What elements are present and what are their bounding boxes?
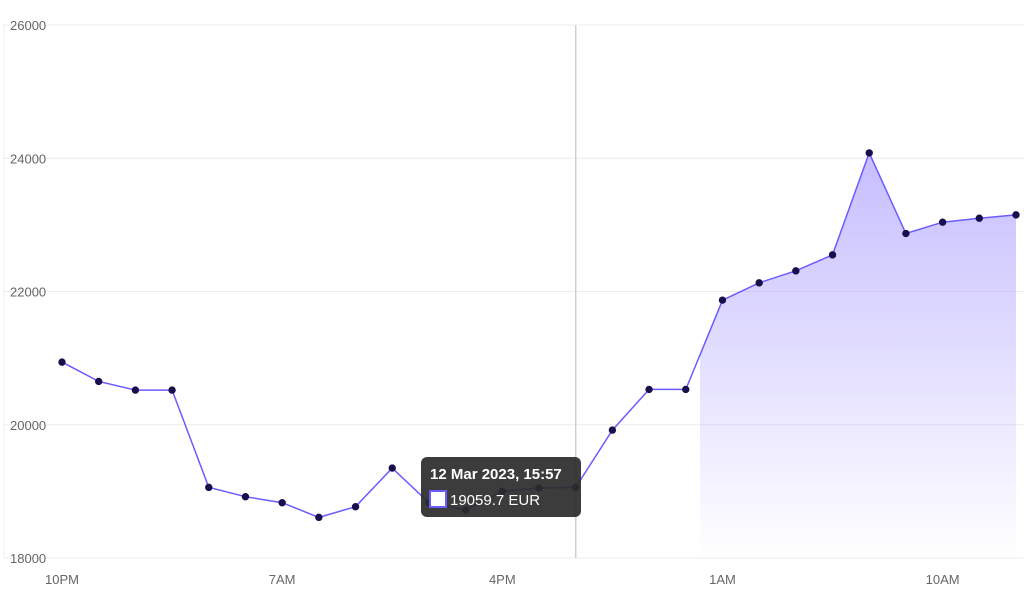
data-point[interactable] xyxy=(205,483,213,492)
area-fill xyxy=(700,152,1016,558)
data-point[interactable] xyxy=(865,149,873,157)
data-point[interactable] xyxy=(315,513,323,522)
data-point[interactable] xyxy=(131,386,140,394)
data-point[interactable] xyxy=(94,377,103,386)
data-point[interactable] xyxy=(168,386,176,394)
y-tick-label: 24000 xyxy=(10,151,46,166)
y-tick-label: 26000 xyxy=(10,18,46,33)
x-tick-label: 7AM xyxy=(269,572,296,587)
data-point[interactable] xyxy=(278,499,286,507)
data-point[interactable] xyxy=(1012,211,1020,219)
tooltip-title: 12 Mar 2023, 15:57 xyxy=(430,466,562,483)
tooltip-swatch xyxy=(429,490,447,508)
data-point[interactable] xyxy=(938,218,947,226)
data-point[interactable] xyxy=(608,426,617,434)
data-point[interactable] xyxy=(755,279,763,287)
x-tick-label: 10AM xyxy=(926,572,960,587)
data-point[interactable] xyxy=(902,229,910,238)
data-point[interactable] xyxy=(682,385,690,394)
x-axis: 10PM 7AM 4PM 1AM 10AM xyxy=(45,572,960,587)
y-tick-label: 22000 xyxy=(10,285,46,300)
data-point[interactable] xyxy=(792,267,800,275)
x-tick-label: 1AM xyxy=(709,572,736,587)
data-point[interactable] xyxy=(58,358,66,366)
y-tick-label: 18000 xyxy=(10,551,46,566)
x-tick-label: 4PM xyxy=(489,572,516,587)
y-tick-label: 20000 xyxy=(10,418,46,433)
data-point[interactable] xyxy=(388,464,396,472)
data-point[interactable] xyxy=(828,251,837,259)
data-point[interactable] xyxy=(718,296,727,304)
data-point[interactable] xyxy=(645,385,653,394)
data-point[interactable] xyxy=(975,214,984,222)
data-point[interactable] xyxy=(241,493,250,501)
tooltip: 12 Mar 2023, 15:57 19059.7 EUR xyxy=(421,457,581,517)
x-tick-label: 10PM xyxy=(45,572,79,587)
y-axis: 26000 24000 22000 20000 18000 xyxy=(3,18,46,566)
tooltip-box xyxy=(421,457,581,517)
data-point[interactable] xyxy=(351,502,360,511)
tooltip-value: 19059.7 EUR xyxy=(450,492,540,509)
